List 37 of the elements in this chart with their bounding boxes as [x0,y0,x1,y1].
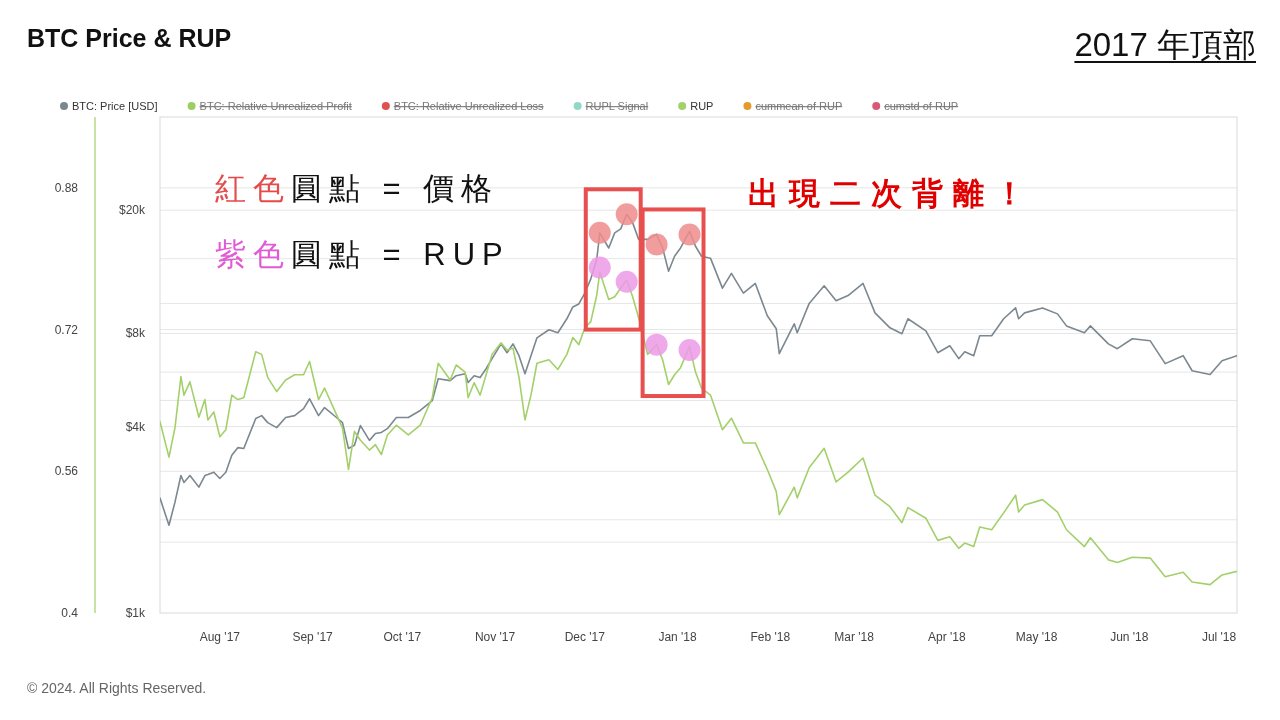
y-tick-label: $8k [125,326,146,341]
point [588,221,611,244]
annotation: © 2024. All Rights Reserved. [27,680,207,696]
legend-label: BTC: Price [USD] [72,100,158,112]
point [645,233,668,256]
x-tick-label: Feb '18 [750,630,791,644]
point [615,203,638,226]
legend-label: BTC: Relative Unrealized Profit [199,100,352,112]
legend-label: cummean of RUP [755,100,843,112]
x-tick-label: Jul '18 [1201,630,1237,644]
point [678,223,701,246]
chart-subtitle: 2017 年頂部 [1073,25,1257,63]
x-tick-label: Sep '17 [292,630,334,644]
legend-label: cumstd of RUP [884,100,959,112]
annotation: 紫色圓點 = RUP [215,236,510,272]
y2-tick-label: 0.72 [54,322,79,337]
y-tick-label: $20k [118,203,146,218]
x-tick-label: Jan '18 [658,630,698,644]
x-tick-label: Aug '17 [199,630,241,644]
y-tick-label: $4k [125,419,146,434]
x-tick-label: Jun '18 [1110,630,1149,644]
y-tick-label: $1k [125,606,146,620]
y2-tick-label: 0.4 [61,606,79,620]
legend-label: RUP [690,100,714,112]
x-tick-label: Dec '17 [564,630,606,644]
x-tick-label: Apr '18 [927,630,966,644]
x-tick-label: May '18 [1015,630,1058,644]
legend-label: RUPL Signal [585,100,649,112]
y2-tick-label: 0.88 [54,180,79,195]
annotation: 紅色圓點 = 價格 [215,170,500,206]
annotation: 出現二次背離！ [748,175,1035,211]
x-tick-label: Nov '17 [474,630,516,644]
legend-label: BTC: Relative Unrealized Loss [393,100,545,112]
x-tick-label: Mar '18 [834,630,875,644]
x-tick-label: Oct '17 [383,630,422,644]
chart-title: BTC Price & RUP [27,24,232,52]
y2-tick-label: 0.56 [54,464,79,479]
